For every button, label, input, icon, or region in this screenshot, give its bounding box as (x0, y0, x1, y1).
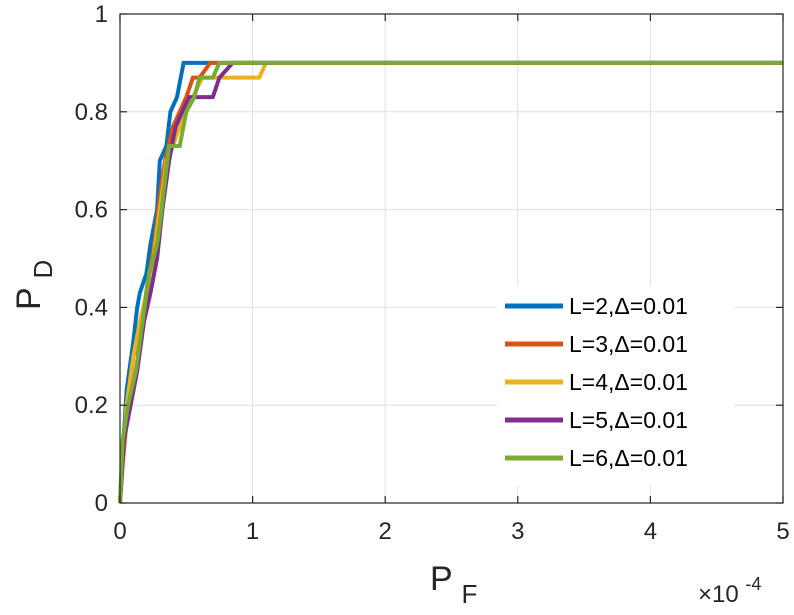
axes (119, 13, 784, 504)
x-tick-label: 1 (246, 518, 259, 545)
legend-box (497, 286, 734, 486)
y-tick-label: 0.4 (75, 294, 108, 321)
plot-frame (119, 13, 784, 504)
y-axis-label-main: P (10, 288, 48, 310)
legend-label-1: L=2,Δ=0.01 (569, 293, 688, 319)
x-axis-label: P F (430, 560, 477, 609)
x-axis-exponent: ×10 -4 (698, 574, 761, 608)
series-line-5 (118, 60, 783, 504)
y-tick-label: 0.8 (75, 99, 108, 126)
y-axis-label: P D (10, 260, 58, 310)
x-axis-label-main: P (430, 560, 452, 598)
y-tick-label: 1 (95, 1, 108, 28)
y-tick-label: 0.2 (75, 392, 108, 419)
x-tick-label: 2 (379, 518, 392, 545)
x-axis-exponent-base: ×10 (698, 581, 739, 608)
x-tick-label: 5 (776, 518, 789, 545)
y-tick-label: 0 (95, 490, 108, 517)
x-tick-label: 4 (644, 518, 657, 545)
y-tick-label: 0.6 (75, 197, 108, 224)
x-axis-label-sub: F (462, 579, 478, 609)
series-lines (118, 60, 783, 504)
x-tick-label: 0 (113, 518, 126, 545)
legend-label-4: L=5,Δ=0.01 (569, 407, 688, 433)
y-axis-label-sub: D (28, 260, 58, 279)
legend-label-5: L=6,Δ=0.01 (569, 445, 688, 471)
x-tick-label: 3 (511, 518, 524, 545)
legend-label-3: L=4,Δ=0.01 (569, 369, 688, 395)
legend: L=2,Δ=0.01 L=3,Δ=0.01 L=4,Δ=0.01 L=5,Δ=0.01… (497, 286, 734, 486)
legend-label-2: L=3,Δ=0.01 (569, 331, 688, 357)
x-axis-exponent-power: -4 (745, 574, 761, 594)
tick-labels: 0 1 2 3 4 5 0 0.2 0.4 0.6 0.8 1 (75, 1, 790, 545)
